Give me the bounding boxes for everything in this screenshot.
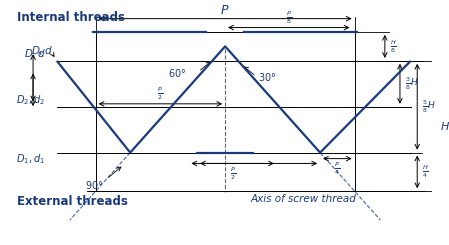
- Text: $H$: $H$: [440, 120, 449, 132]
- Text: $\frac{3}{8}H$: $\frac{3}{8}H$: [405, 75, 419, 92]
- Text: $\frac{P}{2}$: $\frac{P}{2}$: [230, 165, 236, 182]
- Text: $P$: $P$: [220, 4, 230, 17]
- Text: $D_1, d_1$: $D_1, d_1$: [16, 152, 45, 166]
- Text: $30°$: $30°$: [258, 71, 276, 83]
- Text: $\frac{P}{2}$: $\frac{P}{2}$: [158, 86, 163, 102]
- Text: $\frac{5}{8}H$: $\frac{5}{8}H$: [423, 98, 436, 115]
- Text: $\frac{P}{8}$: $\frac{P}{8}$: [286, 10, 292, 26]
- Text: $\frac{P}{4}$: $\frac{P}{4}$: [335, 160, 340, 177]
- Text: $D_2, d_2$: $D_2, d_2$: [16, 93, 45, 107]
- Text: External threads: External threads: [17, 195, 128, 208]
- Text: $\frac{H}{8}$: $\frac{H}{8}$: [391, 38, 397, 55]
- Text: $\frac{H}{4}$: $\frac{H}{4}$: [423, 164, 429, 180]
- Text: Internal threads: Internal threads: [17, 11, 125, 24]
- Text: $60°$: $60°$: [168, 67, 186, 79]
- Text: Axis of screw thread: Axis of screw thread: [251, 194, 357, 204]
- Text: $D, d$: $D, d$: [24, 47, 46, 60]
- Text: $90°$: $90°$: [85, 179, 103, 191]
- Text: $D, d$: $D, d$: [31, 44, 53, 57]
